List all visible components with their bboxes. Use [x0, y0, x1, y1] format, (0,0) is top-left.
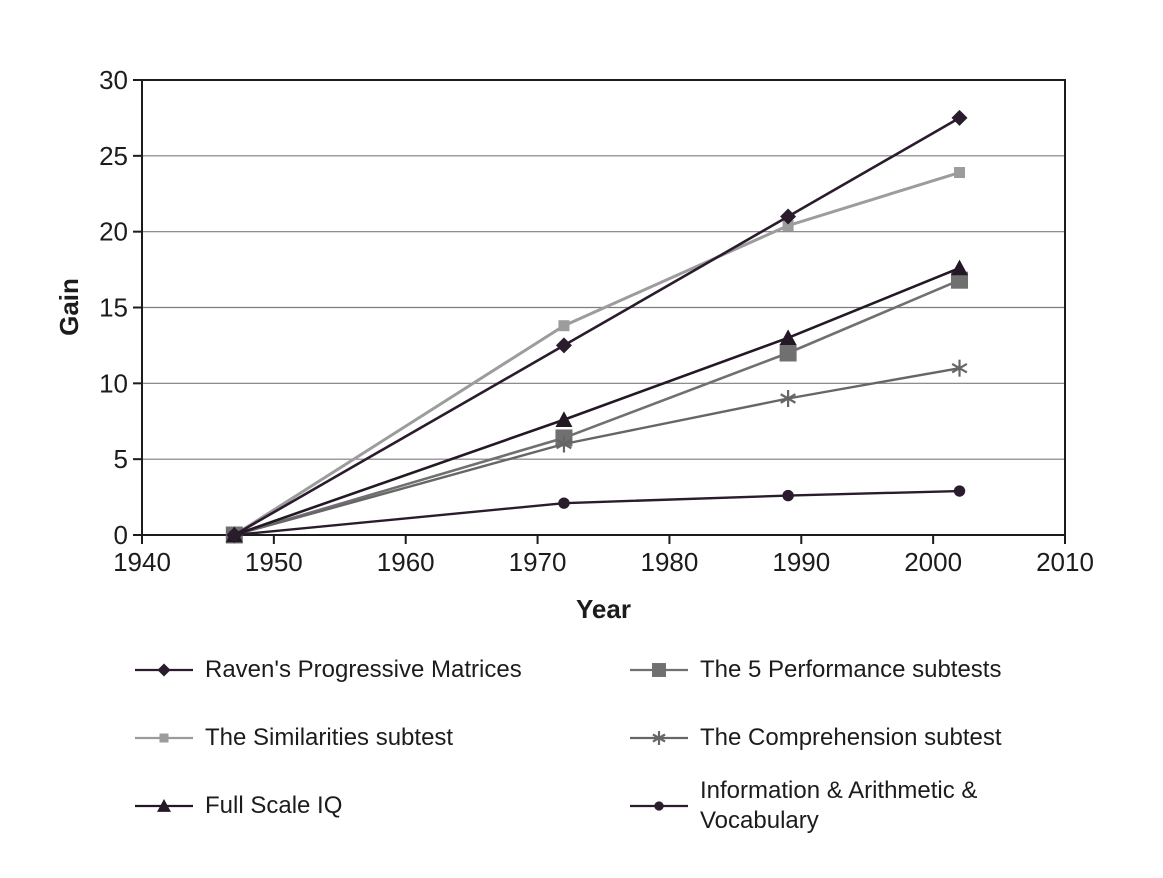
svg-text:15: 15: [99, 293, 128, 323]
legend-item-performance: The 5 Performance subtests: [630, 653, 1045, 687]
legend-label-comprehension: The Comprehension subtest: [700, 724, 1002, 751]
legend: Raven's Progressive Matrices The 5 Perfo…: [135, 636, 1045, 840]
legend-item-info-arith-vocab: Information & Arithmetic & Vocabulary: [630, 776, 1045, 836]
svg-text:1970: 1970: [509, 547, 567, 577]
svg-text:1980: 1980: [641, 547, 699, 577]
legend-label-info-arith-vocab: Information & Arithmetic & Vocabulary: [700, 777, 978, 834]
diamond-marker-icon: [135, 663, 193, 677]
circle-marker-icon: [630, 801, 688, 811]
svg-text:2000: 2000: [904, 547, 962, 577]
svg-text:25: 25: [99, 141, 128, 171]
svg-text:30: 30: [99, 65, 128, 95]
legend-label-full-scale-iq: Full Scale IQ: [205, 792, 343, 819]
svg-text:5: 5: [114, 444, 128, 474]
svg-text:1960: 1960: [377, 547, 435, 577]
svg-text:1950: 1950: [245, 547, 303, 577]
legend-item-similarities: The Similarities subtest: [135, 721, 630, 755]
svg-text:10: 10: [99, 368, 128, 398]
small-square-marker-icon: [135, 733, 193, 743]
square-marker-icon: [630, 663, 688, 677]
legend-item-full-scale-iq: Full Scale IQ: [135, 789, 630, 823]
legend-label-similarities: The Similarities subtest: [205, 724, 454, 751]
legend-label-ravens: Raven's Progressive Matrices: [205, 656, 522, 683]
triangle-marker-icon: [135, 799, 193, 812]
legend-item-comprehension: The Comprehension subtest: [630, 721, 1045, 755]
svg-text:1990: 1990: [772, 547, 830, 577]
svg-text:2010: 2010: [1036, 547, 1094, 577]
svg-text:0: 0: [114, 520, 128, 550]
svg-text:1940: 1940: [113, 547, 171, 577]
svg-text:20: 20: [99, 217, 128, 247]
svg-text:Year: Year: [576, 594, 631, 624]
legend-item-ravens: Raven's Progressive Matrices: [135, 653, 630, 687]
legend-label-performance: The 5 Performance subtests: [700, 656, 1002, 683]
chart-svg: 1940 1950 1960 1970 1980 1990 2000 2010 0 5 10 15 20…: [54, 65, 1094, 624]
asterisk-marker-icon: [630, 731, 688, 745]
svg-text:Gain: Gain: [54, 278, 84, 336]
